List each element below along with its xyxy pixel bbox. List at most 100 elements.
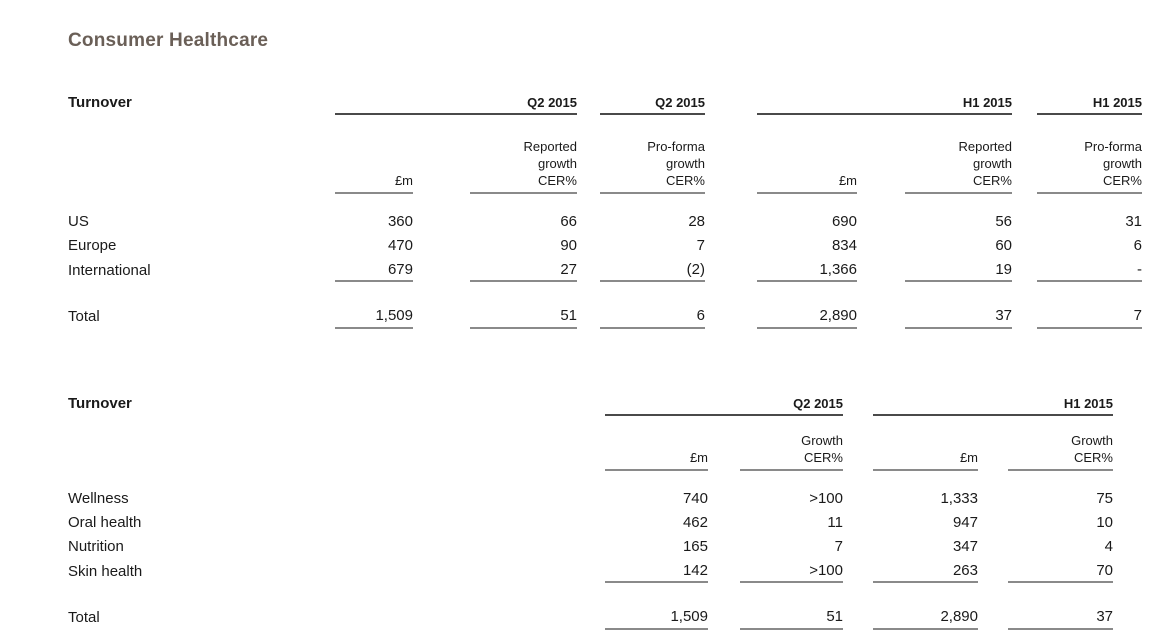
row-label: International: [68, 262, 151, 279]
column-header: £m: [605, 415, 708, 471]
column-gap: [577, 82, 600, 114]
turnover-by-region-table: Turnover Q2 2015 Q2 2015 H1 2015 H1 2015…: [68, 82, 1142, 329]
column-gap: [705, 114, 757, 193]
total-row: Total 1,509 51 2,890 37: [68, 599, 1113, 630]
column-gap: [843, 557, 873, 582]
total-value: 51: [740, 599, 843, 630]
table-title: Turnover: [68, 94, 132, 111]
column-gap: [577, 114, 600, 193]
cell-value: 19: [905, 256, 1012, 282]
column-gap: [705, 82, 757, 114]
cell-value: 7: [696, 237, 705, 254]
group-header-row: Turnover Q2 2015 H1 2015: [68, 383, 1113, 416]
column-gap: [705, 298, 757, 328]
table-row: Nutrition 165 7 347 4: [68, 533, 1113, 557]
column-gap: [978, 470, 1008, 509]
group-header-q2: Q2 2015: [605, 383, 843, 416]
column-gap: [978, 415, 1008, 470]
total-label: Total: [68, 609, 100, 626]
column-gap: [705, 256, 757, 281]
column-gap: [843, 470, 873, 509]
column-header: Pro-forma growth CER%: [600, 114, 705, 194]
total-value: 51: [470, 298, 577, 329]
table-row: Oral health 462 11 947 10: [68, 509, 1113, 533]
cell-value: (2): [600, 256, 705, 282]
row-label: Oral health: [68, 514, 142, 531]
cell-value: 11: [827, 514, 843, 531]
total-value: 2,890: [873, 599, 978, 630]
column-gap: [705, 193, 757, 232]
group-header-h1-proforma: H1 2015: [1037, 82, 1142, 115]
column-header: Reported growth CER%: [905, 114, 1012, 194]
column-header: £m: [335, 114, 413, 194]
cell-value: 142: [605, 557, 708, 583]
column-gap: [705, 232, 757, 256]
column-gap: [1012, 82, 1037, 114]
cell-value: 75: [1096, 490, 1113, 507]
column-gap: [843, 509, 873, 533]
cell-value: 360: [387, 213, 413, 230]
cell-value: 470: [387, 237, 413, 254]
table-row: Skin health 142 >100 263 70: [68, 557, 1113, 583]
cell-value: -: [1037, 256, 1142, 282]
cell-value: 690: [831, 213, 857, 230]
cell-value: 90: [560, 237, 577, 254]
column-gap: [843, 599, 873, 629]
group-header-h1-reported: H1 2015: [757, 82, 1012, 115]
column-gap: [1012, 298, 1037, 328]
column-gap: [978, 509, 1008, 533]
column-gap: [708, 533, 740, 557]
column-gap: [1012, 232, 1037, 256]
row-label: Nutrition: [68, 538, 124, 555]
column-gap: [413, 256, 470, 281]
column-gap: [577, 193, 600, 232]
column-gap: [708, 599, 740, 629]
column-gap: [413, 193, 470, 232]
cell-value: 4: [1104, 538, 1113, 555]
column-gap: [708, 415, 740, 470]
row-label: Wellness: [68, 490, 129, 507]
column-gap: [843, 533, 873, 557]
column-gap: [1012, 114, 1037, 193]
column-gap: [978, 599, 1008, 629]
column-header: Reported growth CER%: [470, 114, 577, 194]
column-gap: [577, 232, 600, 256]
cell-value: >100: [809, 490, 843, 507]
column-header-row: £m Growth CER% £m Growth CER%: [68, 415, 1113, 471]
column-header: £m: [757, 114, 857, 194]
total-value: 2,890: [757, 298, 857, 329]
column-gap: [708, 470, 740, 509]
cell-value: 462: [682, 514, 708, 531]
cell-value: 56: [995, 213, 1012, 230]
cell-value: 7: [834, 538, 843, 555]
column-gap: [843, 415, 873, 470]
table-row: US 360 66 28 690 56 31: [68, 193, 1142, 232]
column-gap: [708, 557, 740, 582]
column-header-row: £m Reported growth CER% Pro-forma growth…: [68, 114, 1142, 194]
total-value: 37: [1008, 599, 1113, 630]
group-header-h1: H1 2015: [873, 383, 1113, 416]
group-header-row: Turnover Q2 2015 Q2 2015 H1 2015 H1 2015: [68, 82, 1142, 115]
cell-value: 27: [470, 256, 577, 282]
column-gap: [857, 298, 905, 328]
cell-value: 1,366: [757, 256, 857, 282]
table-row: Europe 470 90 7 834 60 6: [68, 232, 1142, 256]
page-title: Consumer Healthcare: [68, 30, 269, 51]
cell-value: 1,333: [940, 490, 978, 507]
cell-value: 679: [335, 256, 413, 282]
column-gap: [978, 533, 1008, 557]
table-title: Turnover: [68, 395, 132, 412]
column-gap: [857, 232, 905, 256]
total-row: Total 1,509 51 6 2,890 37 7: [68, 298, 1142, 329]
column-header: Growth CER%: [740, 415, 843, 471]
total-value: 6: [600, 298, 705, 329]
cell-value: 740: [682, 490, 708, 507]
cell-value: 66: [560, 213, 577, 230]
column-gap: [68, 415, 605, 470]
cell-value: 165: [682, 538, 708, 555]
column-gap: [843, 383, 873, 415]
cell-value: 60: [995, 237, 1012, 254]
column-header: £m: [873, 415, 978, 471]
column-gap: [857, 256, 905, 281]
group-header-q2-proforma: Q2 2015: [600, 82, 705, 115]
